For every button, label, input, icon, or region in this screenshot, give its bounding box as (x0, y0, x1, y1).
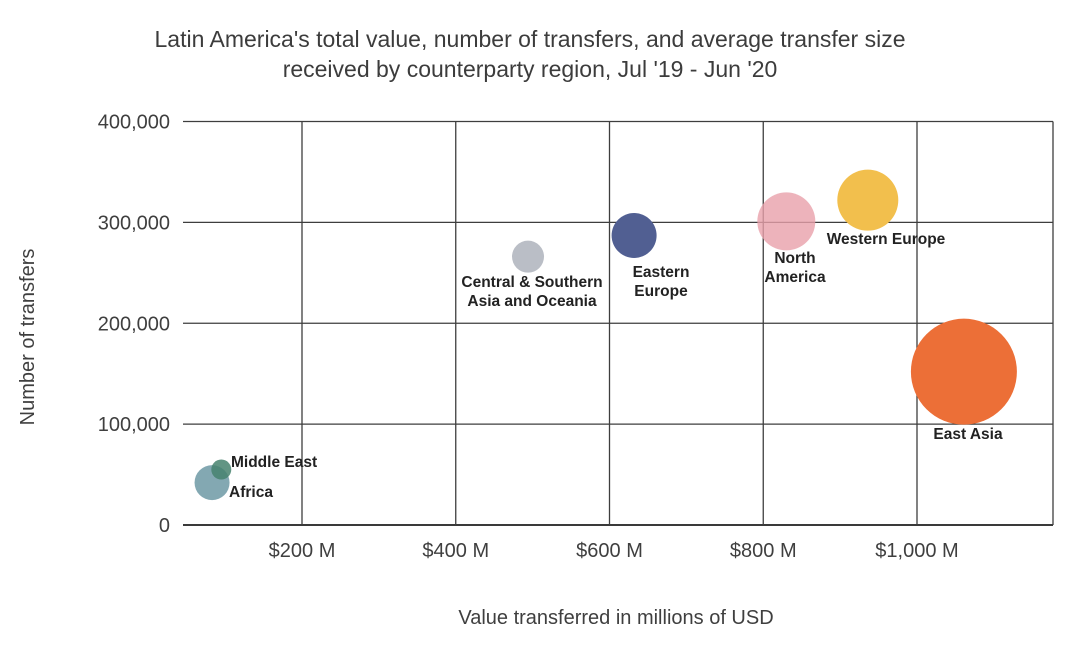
bubble-east-asia[interactable] (910, 318, 1017, 425)
chart-title-line2: received by counterparty region, Jul '19… (282, 56, 778, 82)
y-tick-label: 100,000 (98, 414, 170, 436)
bubble-north-america[interactable] (757, 192, 816, 251)
x-tick-label: $800 M (730, 540, 797, 562)
y-tick-label: 400,000 (98, 112, 170, 134)
chart-title: Latin America's total value, number of t… (0, 24, 1060, 84)
x-tick-label: $200 M (269, 540, 336, 562)
tick-labels: 400,000 300,000 200,000 100,000 0 $200 M $400 … (98, 112, 959, 563)
bubble-eastern-europe[interactable] (611, 212, 657, 258)
y-tick-label: 200,000 (98, 313, 170, 335)
y-tick-label: 0 (159, 515, 170, 537)
gridlines (183, 120, 1054, 526)
x-tick-label: $1,000 M (875, 540, 958, 562)
chart-title-line1: Latin America's total value, number of t… (154, 26, 906, 52)
x-tick-label: $600 M (576, 540, 643, 562)
x-axis-title: Value transferred in millions of USD (458, 607, 773, 629)
bubble-label-north-america: America (764, 269, 826, 286)
bubble-label-eastern-europe: Eastern (633, 264, 690, 281)
bubble-central-southern-asia-and-oceania[interactable] (512, 240, 545, 273)
bubble-label-east-asia: East Asia (933, 426, 1003, 443)
bubble-western-europe[interactable] (837, 169, 899, 231)
bubble-label-central-southern-asia-and-oceania: Central & Southern (461, 274, 602, 291)
bubble-label-eastern-europe: Europe (634, 283, 688, 300)
bubble-label-north-america: North (774, 250, 815, 267)
bubble-label-central-southern-asia-and-oceania: Asia and Oceania (467, 293, 597, 310)
y-tick-label: 300,000 (98, 212, 170, 234)
bubble-label-africa: Africa (229, 484, 273, 501)
x-tick-label: $400 M (422, 540, 489, 562)
bubble-middle-east[interactable] (211, 459, 232, 480)
bubble-label-western-europe: Western Europe (827, 231, 946, 248)
bubble-label-middle-east: Middle East (231, 454, 317, 471)
bubble-labels: Africa Middle East Central & Southern Asia … (229, 231, 1003, 501)
bubbles (194, 169, 1017, 501)
y-axis-title: Number of transfers (17, 249, 39, 426)
